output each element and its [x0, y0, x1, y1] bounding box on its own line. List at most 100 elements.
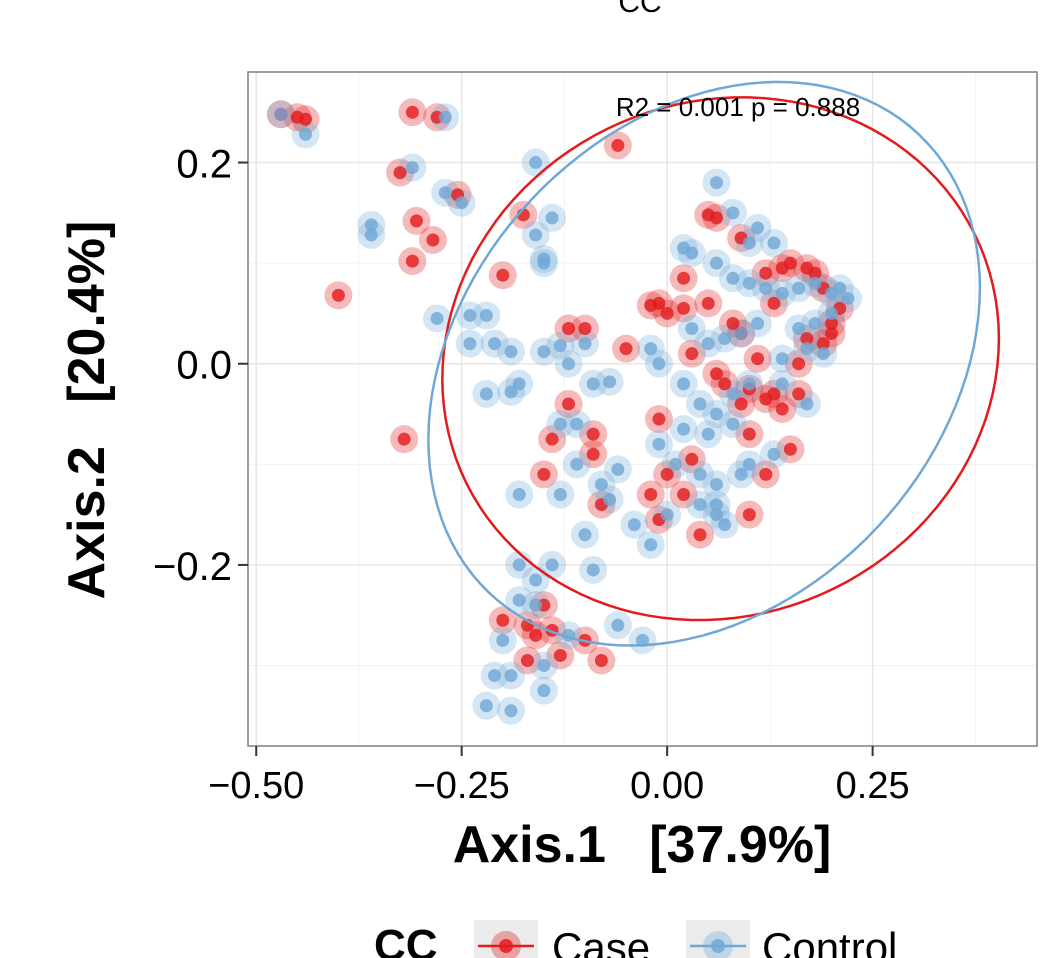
- ellipse-control: [427, 80, 982, 647]
- point-control: [800, 397, 814, 411]
- point-control: [479, 308, 493, 322]
- point-case: [775, 402, 789, 416]
- point-case: [751, 352, 765, 366]
- point-control: [767, 236, 781, 250]
- point-control: [611, 618, 625, 632]
- point-case: [393, 166, 407, 180]
- point-control: [553, 488, 567, 502]
- point-control: [537, 345, 551, 359]
- point-control: [405, 161, 419, 175]
- point-case: [701, 296, 715, 310]
- point-case: [742, 427, 756, 441]
- point-case: [825, 316, 839, 330]
- point-control: [825, 306, 839, 320]
- point-case: [652, 296, 666, 310]
- point-control: [512, 488, 526, 502]
- point-case: [734, 397, 748, 411]
- point-control: [512, 377, 526, 391]
- point-case: [685, 452, 699, 466]
- point-case: [562, 322, 576, 336]
- point-case: [783, 442, 797, 456]
- point-control: [751, 316, 765, 330]
- point-case: [426, 233, 440, 247]
- point-control: [808, 276, 822, 290]
- point-control: [611, 462, 625, 476]
- point-case: [644, 488, 658, 502]
- point-case: [594, 653, 608, 667]
- point-case: [709, 367, 723, 381]
- point-case: [660, 467, 674, 481]
- point-control: [685, 246, 699, 260]
- point-control: [742, 377, 756, 391]
- point-control: [537, 659, 551, 673]
- points: [266, 98, 862, 725]
- point-control: [364, 228, 378, 242]
- x-axis-title: Axis.1 [37.9%]: [453, 816, 832, 874]
- point-control: [734, 467, 748, 481]
- point-case: [496, 613, 510, 627]
- point-case: [816, 337, 830, 351]
- legend-point-case: [499, 939, 513, 953]
- point-case: [709, 211, 723, 225]
- point-control: [652, 437, 666, 451]
- point-case: [496, 268, 510, 282]
- point-control: [438, 110, 452, 124]
- point-control: [718, 518, 732, 532]
- point-control: [693, 397, 707, 411]
- point-control: [668, 457, 682, 471]
- point-control: [726, 387, 740, 401]
- point-control: [726, 417, 740, 431]
- point-case: [405, 105, 419, 119]
- point-control: [488, 337, 502, 351]
- point-control: [537, 252, 551, 266]
- legend: CC Case Control: [374, 920, 897, 958]
- point-control: [553, 339, 567, 353]
- point-control: [562, 357, 576, 371]
- point-control: [529, 573, 543, 587]
- point-control: [709, 256, 723, 270]
- x-tick-label: −0.50: [208, 765, 304, 807]
- point-case: [397, 432, 411, 446]
- point-control: [594, 477, 608, 491]
- point-case: [520, 653, 534, 667]
- point-control: [299, 127, 313, 141]
- point-control: [685, 322, 699, 336]
- point-control: [718, 332, 732, 346]
- point-case: [578, 322, 592, 336]
- point-case: [529, 628, 543, 642]
- point-control: [504, 345, 518, 359]
- point-control: [833, 281, 847, 295]
- point-control: [603, 493, 617, 507]
- point-control: [742, 457, 756, 471]
- point-case: [619, 342, 633, 356]
- point-case: [767, 387, 781, 401]
- point-control: [463, 337, 477, 351]
- point-case: [586, 447, 600, 461]
- chart-title: CC: [618, 0, 661, 19]
- point-case: [677, 301, 691, 315]
- point-control: [512, 558, 526, 572]
- point-control: [775, 286, 789, 300]
- point-control: [504, 704, 518, 718]
- point-control: [627, 518, 641, 532]
- y-tick-label: 0.0: [176, 344, 232, 388]
- point-case: [759, 467, 773, 481]
- point-control: [586, 563, 600, 577]
- point-control: [529, 598, 543, 612]
- point-case: [331, 288, 345, 302]
- plot-background: [248, 72, 1037, 746]
- legend-label-case: Case: [552, 924, 650, 958]
- point-control: [463, 308, 477, 322]
- point-control: [529, 156, 543, 170]
- point-control: [677, 422, 691, 436]
- point-control: [709, 508, 723, 522]
- point-control: [652, 357, 666, 371]
- point-case: [586, 427, 600, 441]
- legend-point-control: [711, 939, 725, 953]
- point-case: [792, 387, 806, 401]
- point-control: [751, 221, 765, 235]
- point-control: [430, 311, 444, 325]
- point-control: [677, 377, 691, 391]
- point-control: [767, 447, 781, 461]
